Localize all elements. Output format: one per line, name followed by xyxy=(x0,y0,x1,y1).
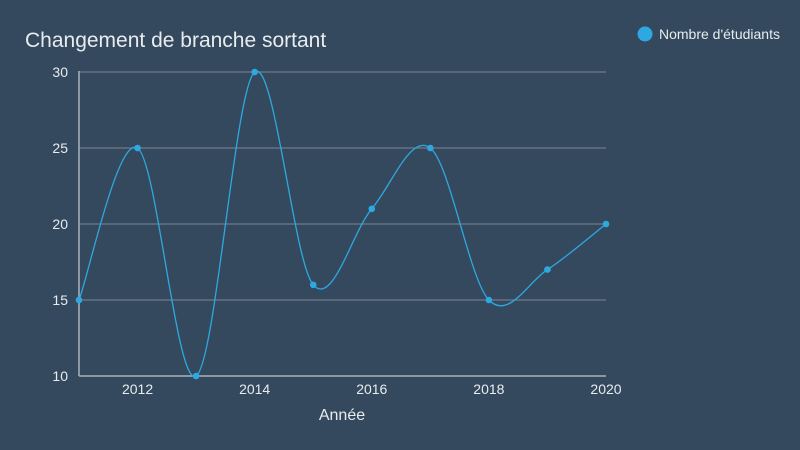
y-tick-label: 20 xyxy=(52,216,68,232)
y-tick-label: 10 xyxy=(52,368,68,384)
chart-title: Changement de branche sortant xyxy=(25,29,326,52)
x-tick-label: 2014 xyxy=(239,381,270,397)
legend-label: Nombre d'étudiants xyxy=(659,26,780,42)
data-point-2017[interactable] xyxy=(427,144,434,152)
x-tick-label: 2018 xyxy=(473,381,504,397)
data-point-2013[interactable] xyxy=(192,372,200,380)
data-point-2018[interactable] xyxy=(485,296,493,304)
tick-labels: 10 15 20 25 30 2012 2014 2016 2018 2020 xyxy=(52,64,621,397)
data-point-2020[interactable] xyxy=(602,220,610,228)
data-point-2014[interactable] xyxy=(251,68,258,76)
legend-marker-icon xyxy=(637,26,653,42)
data-point-2016[interactable] xyxy=(368,205,376,213)
y-tick-label: 25 xyxy=(52,140,68,156)
y-tick-label: 30 xyxy=(52,64,68,80)
legend[interactable]: Nombre d'étudiants xyxy=(637,26,780,42)
x-tick-label: 2016 xyxy=(356,381,387,397)
data-point-2011[interactable] xyxy=(75,296,83,304)
x-tick-label: 2020 xyxy=(590,381,621,397)
series-points xyxy=(75,68,610,380)
x-axis-label: Année xyxy=(319,407,365,424)
axes xyxy=(78,71,606,377)
y-tick-label: 15 xyxy=(52,292,68,308)
grid-lines xyxy=(79,71,606,301)
data-point-2019[interactable] xyxy=(544,266,551,273)
x-tick-label: 2012 xyxy=(122,381,153,397)
data-point-2012[interactable] xyxy=(134,144,141,152)
data-point-2015[interactable] xyxy=(309,281,317,289)
